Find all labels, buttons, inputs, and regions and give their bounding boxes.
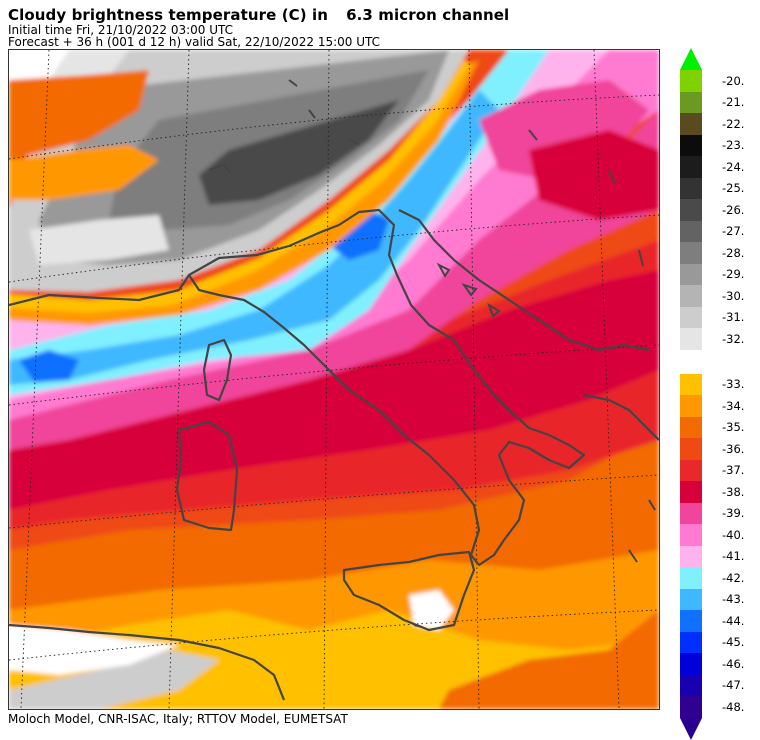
brightness-temperature-map: [8, 49, 660, 710]
legend-cloudy-swatch: [680, 177, 702, 200]
coast-africa: [9, 623, 286, 701]
map-title: Cloudy brightness temperature (C) in 6.3 …: [8, 6, 509, 24]
legend-moist-swatch: [680, 502, 702, 525]
legend-moist-label: -47.: [722, 678, 745, 693]
legend-moist-label: -43.: [722, 592, 745, 607]
legend-cloudy-swatch: [680, 263, 702, 286]
field-south-grey: [9, 650, 219, 709]
legend-moist-label: -41.: [722, 549, 745, 564]
color-legend: -20. -21. -22. -23. -24. -25. -26. -27. -28. -29.…: [676, 48, 760, 740]
legend-cloudy-label: -25.: [722, 181, 745, 196]
legend-cloudy-swatch: [680, 199, 702, 222]
island-specks: [208, 79, 656, 628]
legend-cloudy-label: -29.: [722, 267, 745, 282]
coast-corsica: [202, 338, 233, 402]
legend-cloudy-swatch: [680, 328, 702, 351]
legend-cloudy-label: -21.: [722, 95, 745, 110]
legend-moist-label: -39.: [722, 506, 745, 521]
legend-moist-swatch: [680, 373, 702, 396]
legend-moist-swatch: [680, 416, 702, 439]
legend-moist-label: -37.: [722, 463, 745, 478]
legend-moist-swatch: [680, 674, 702, 697]
legend-cloudy-swatch: [680, 242, 702, 265]
legend-moist-label: -40.: [722, 527, 745, 542]
coast-adriatic-east: [583, 393, 659, 441]
coast-sicily: [342, 550, 476, 632]
coast-italian-peninsula: [187, 208, 586, 567]
legend-moist-label: -38.: [722, 484, 745, 499]
legend-cloudy-swatch: [680, 156, 702, 179]
field-south-white: [9, 625, 179, 675]
legend-moist-swatch: [680, 545, 702, 568]
legend-top-arrow: [680, 48, 702, 70]
legend-moist-label: -45.: [722, 635, 745, 650]
legend-cloudy-label: -30.: [722, 288, 745, 303]
legend-cloudy-swatch: [680, 91, 702, 114]
legend-moist-label: -36.: [722, 441, 745, 456]
legend-cloudy-label: -24.: [722, 159, 745, 174]
field-north-orange-patch: [9, 70, 149, 160]
legend-cloudy-swatch: [680, 285, 702, 308]
legend-cloudy-swatch: [680, 220, 702, 243]
credits-footer: Moloch Model, CNR-ISAC, Italy; RTTOV Mod…: [8, 712, 348, 726]
field-north-pale-patch: [29, 215, 169, 265]
legend-cloudy-swatch: [680, 306, 702, 329]
title-channel: 6.3 micron channel: [346, 6, 510, 24]
legend-cloudy-label: -28.: [722, 245, 745, 260]
coastlines: [9, 208, 659, 701]
field-north-amber-patch: [9, 145, 159, 200]
legend-moist-swatch: [680, 459, 702, 482]
legend-moist-swatch: [680, 438, 702, 461]
forecast-validity-label: Forecast + 36 h (001 d 12 h) valid Sat, …: [8, 35, 381, 49]
legend-cloudy-label: -20.: [722, 73, 745, 88]
legend-moist-swatch: [680, 610, 702, 633]
legend-moist-swatch: [680, 567, 702, 590]
legend-moist-swatch: [680, 395, 702, 418]
legend-cloudy-swatch: [680, 70, 702, 93]
legend-cloudy-label: -31.: [722, 310, 745, 325]
legend-cloudy-label: -22.: [722, 116, 745, 131]
legend-moist-label: -35.: [722, 420, 745, 435]
legend-bottom-arrow: [680, 717, 702, 740]
legend-cloudy-label: -27.: [722, 224, 745, 239]
map-canvas: [9, 50, 659, 709]
temperature-field: [9, 50, 659, 709]
initial-time-label: Initial time Fri, 21/10/2022 03:00 UTC: [8, 23, 234, 37]
legend-cloudy-label: -32.: [722, 331, 745, 346]
legend-cloudy-swatch: [680, 113, 702, 136]
legend-moist-swatch: [680, 481, 702, 504]
coast-sardinia: [175, 420, 239, 532]
legend-moist-swatch: [680, 631, 702, 654]
legend-cloudy-label: -23.: [722, 138, 745, 153]
legend-moist-label: -33.: [722, 377, 745, 392]
graticule: [9, 50, 659, 709]
legend-moist-swatch: [680, 588, 702, 611]
legend-cloudy-label: -26.: [722, 202, 745, 217]
field-crimson-band: [9, 270, 659, 510]
field-sicily-white: [409, 590, 454, 630]
legend-cloudy-swatch: [680, 134, 702, 157]
field-blue-west: [19, 350, 79, 382]
legend-moist-label: -48.: [722, 699, 745, 714]
legend-moist-label: -34.: [722, 398, 745, 413]
title-prefix: Cloudy brightness temperature (C) in: [8, 6, 329, 24]
field-east-crimson-streak: [529, 130, 659, 220]
field-south-dryorange: [439, 610, 659, 709]
coast-france: [9, 274, 190, 307]
field-north-darkgrey: [199, 100, 399, 205]
legend-moist-label: -44.: [722, 613, 745, 628]
legend-moist-label: -46.: [722, 656, 745, 671]
coast-balkans: [398, 209, 650, 352]
legend-moist-swatch: [680, 524, 702, 547]
legend-moist-swatch: [680, 653, 702, 676]
legend-moist-label: -42.: [722, 570, 745, 585]
legend-moist-swatch: [680, 696, 702, 719]
